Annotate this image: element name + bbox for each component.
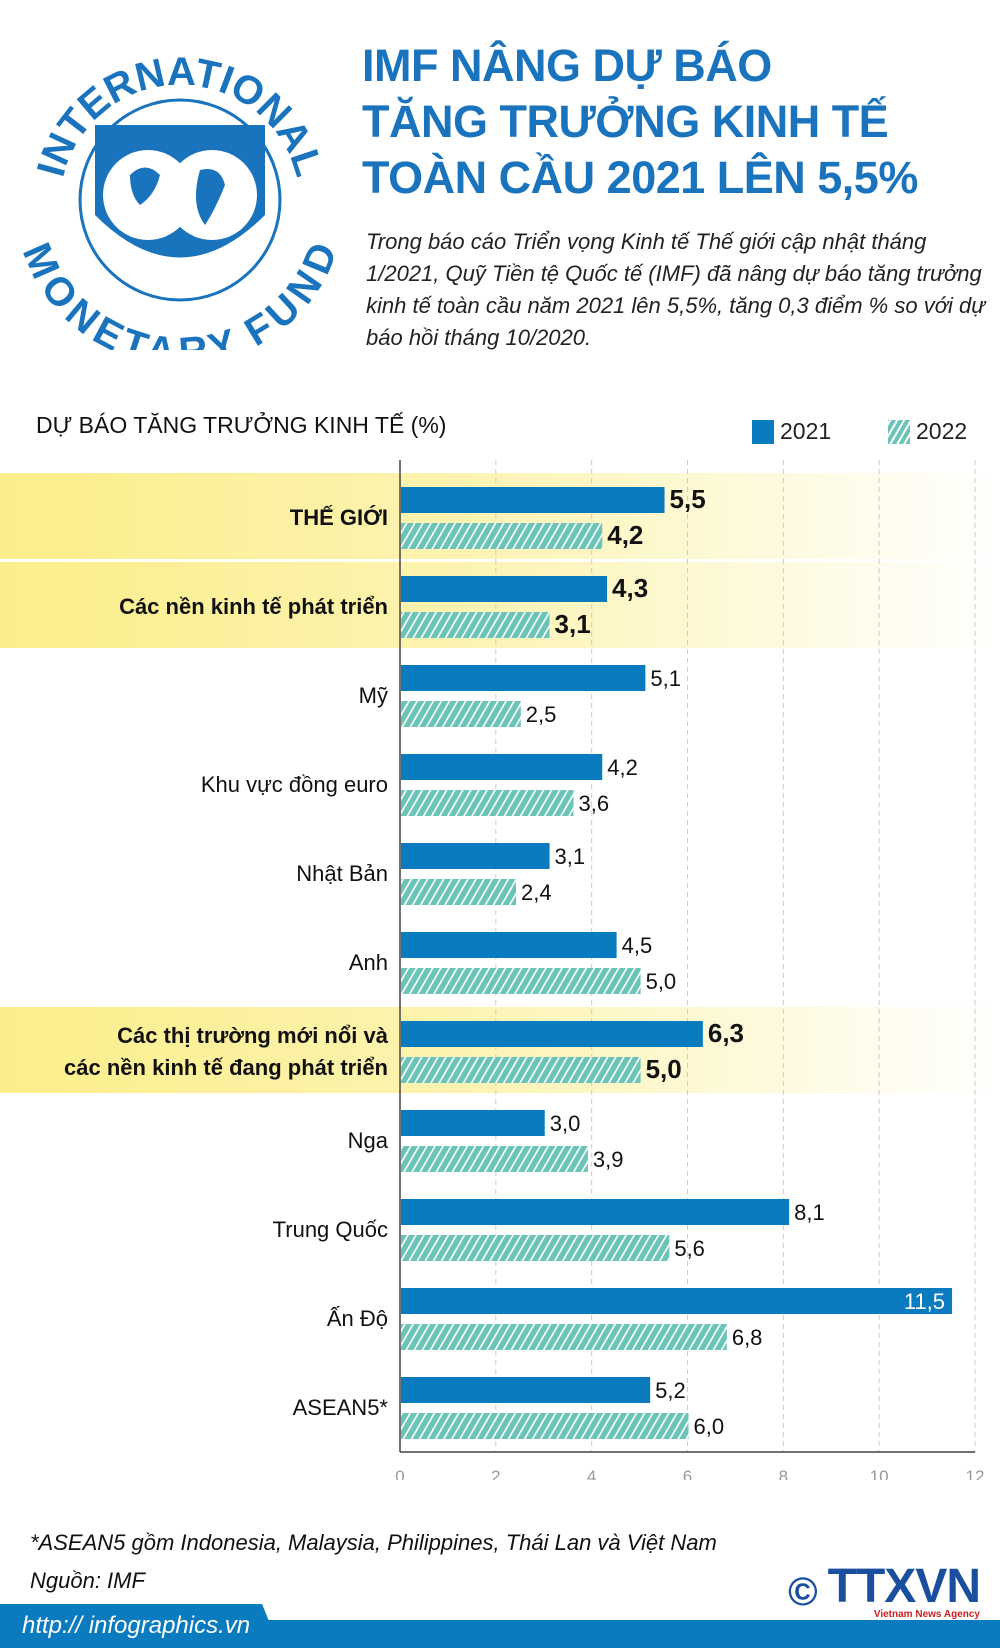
agency-name: TTXVN xyxy=(827,1560,981,1613)
footnote: *ASEAN5 gồm Indonesia, Malaysia, Philipp… xyxy=(30,1530,717,1555)
x-tick-label: 6 xyxy=(683,1467,692,1480)
data-label: 8,1 xyxy=(794,1200,825,1225)
data-label: 5,0 xyxy=(646,969,677,994)
bar-2022 xyxy=(401,1235,670,1261)
category-label: THẾ GIỚI xyxy=(290,505,388,530)
data-label: 3,6 xyxy=(579,791,610,816)
category-label: Trung Quốc xyxy=(273,1217,388,1242)
data-label: 4,2 xyxy=(607,520,643,550)
data-label: 3,0 xyxy=(550,1111,581,1136)
bar-2022 xyxy=(401,879,516,905)
bar-2021 xyxy=(401,754,603,780)
category-label: Các thị trường mới nổi và các nền kinh tế… xyxy=(64,1023,389,1080)
data-label: 2,5 xyxy=(526,702,557,727)
bar-2021 xyxy=(401,1021,703,1047)
bar-2021 xyxy=(401,665,646,691)
category-label: Nga xyxy=(348,1128,389,1153)
bar-2022 xyxy=(401,790,574,816)
legend-label: 2021 xyxy=(780,418,832,444)
x-tick-label: 0 xyxy=(395,1467,404,1480)
data-label: 6,0 xyxy=(694,1414,725,1439)
data-label: 3,9 xyxy=(593,1147,624,1172)
data-label: 5,5 xyxy=(670,484,706,514)
category-label: Khu vực đồng euro xyxy=(201,772,388,797)
data-label: 3,1 xyxy=(555,844,586,869)
x-tick-label: 10 xyxy=(870,1467,889,1480)
legend-swatch xyxy=(888,419,910,444)
bar-2021 xyxy=(401,487,665,513)
data-label: 4,3 xyxy=(612,573,648,603)
category-label: ASEAN5* xyxy=(293,1395,389,1420)
legend-label: 2022 xyxy=(916,418,968,444)
bar-2021 xyxy=(401,1377,651,1403)
data-label: 11,5 xyxy=(904,1289,945,1314)
data-label: 3,1 xyxy=(555,609,591,639)
source: Nguồn: IMF xyxy=(30,1568,145,1593)
footer-tab xyxy=(0,1604,280,1648)
data-label: 2,4 xyxy=(521,880,552,905)
bar-2021 xyxy=(401,1110,545,1136)
x-tick-label: 12 xyxy=(966,1467,985,1480)
bar-2022 xyxy=(401,968,641,994)
bar-2021 xyxy=(401,1199,790,1225)
data-label: 5,1 xyxy=(650,666,681,691)
intro-text: Trong báo cáo Triển vọng Kinh tế Thế giớ… xyxy=(366,229,986,350)
bar-2021 xyxy=(401,932,617,958)
bar-2022 xyxy=(401,1413,689,1439)
imf-logo: INTERNATIONAL MONETARY FUND xyxy=(20,50,340,350)
category-label: Các nền kinh tế phát triển xyxy=(119,594,388,619)
x-tick-label: 4 xyxy=(587,1467,596,1480)
legend-2021: 2021 xyxy=(752,418,831,445)
title-line: TĂNG TRƯỞNG KINH TẾ xyxy=(362,96,889,147)
bar-2022 xyxy=(401,1324,727,1350)
data-label: 4,5 xyxy=(622,933,653,958)
chart-title: DỰ BÁO TĂNG TRƯỞNG KINH TẾ (%) xyxy=(36,412,447,438)
data-label: 5,6 xyxy=(674,1236,705,1261)
page-title: IMF NÂNG DỰ BÁO TĂNG TRƯỞNG KINH TẾ TOÀN… xyxy=(362,38,918,206)
bar-chart: 0 2 4 6 8 10 12 THẾ GIỚI 5,5 4,2 Các nền kinh tế p… xyxy=(0,460,1000,1480)
category-label: Mỹ xyxy=(359,683,388,708)
title-line: IMF NÂNG DỰ BÁO xyxy=(362,40,772,91)
data-label: 6,3 xyxy=(708,1018,744,1048)
x-tick-label: 8 xyxy=(779,1467,788,1480)
bar-2021 xyxy=(401,843,550,869)
bar-2021 xyxy=(401,1288,953,1314)
category-label: Ấn Độ xyxy=(327,1306,388,1331)
bar-2022 xyxy=(401,523,603,549)
category-label: Anh xyxy=(349,950,388,975)
website-link[interactable]: http:// infographics.vn xyxy=(22,1612,251,1639)
data-label: 5,2 xyxy=(655,1378,686,1403)
category-label: Nhật Bản xyxy=(296,861,388,886)
data-label: 5,0 xyxy=(646,1054,682,1084)
copyright-icon: © xyxy=(788,1570,818,1614)
bar-2022 xyxy=(401,1146,588,1172)
title-line: TOÀN CẦU 2021 LÊN 5,5% xyxy=(362,152,918,203)
x-tick-label: 2 xyxy=(491,1467,500,1480)
bar-2022 xyxy=(401,701,521,727)
data-label: 6,8 xyxy=(732,1325,763,1350)
agency-subtitle: Vietnam News Agency xyxy=(873,1609,980,1620)
legend-2022: 2022 xyxy=(888,418,967,445)
bar-2021 xyxy=(401,576,608,602)
bar-2022 xyxy=(401,612,550,638)
ttxvn-logo: © TTXVN Vietnam News Agency xyxy=(788,1560,981,1621)
legend-swatch xyxy=(752,419,774,444)
bar-2022 xyxy=(401,1057,641,1083)
data-label: 4,2 xyxy=(607,755,638,780)
